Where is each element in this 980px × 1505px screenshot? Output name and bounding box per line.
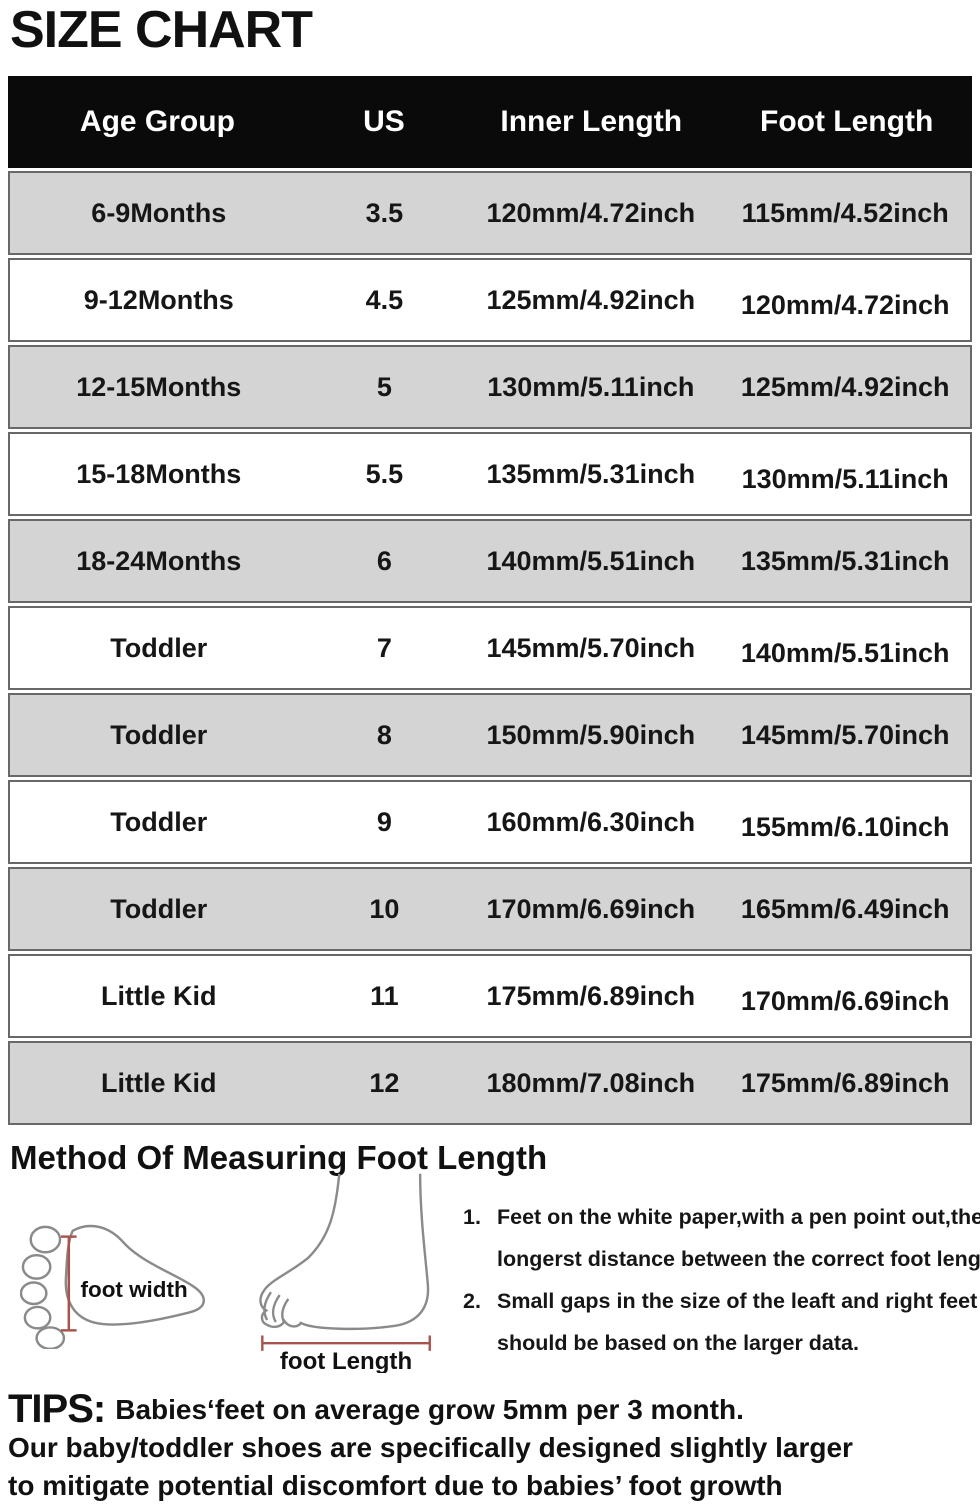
header-us-size: US	[363, 105, 405, 138]
foot-sole-outline	[64, 1224, 205, 1326]
cell-us-size: 4.5	[365, 284, 404, 315]
cell-us-size: 5.5	[365, 458, 404, 489]
header-age-group: Age Group	[79, 105, 235, 138]
table-row: 9-12Months 4.5 125mm/4.92inch 120mm/4.72inc…	[8, 258, 972, 342]
instruction-2-text: Small gaps in the size of the leaft and …	[497, 1289, 978, 1313]
cell-age-group: Toddler	[110, 632, 208, 663]
foot-top-view-diagram: foot width	[19, 1217, 225, 1354]
foot-width-label: foot width	[81, 1277, 188, 1302]
cell-inner-length: 150mm/5.90inch	[486, 719, 696, 750]
cell-inner-length: 120mm/4.72inch	[486, 197, 696, 228]
cell-age-group: 6-9Months	[91, 197, 227, 228]
table-row: Toddler 9 160mm/6.30inch 155mm/6.10inch	[8, 780, 972, 864]
cell-inner-length: 160mm/6.30inch	[486, 806, 696, 837]
cell-inner-length: 180mm/7.08inch	[486, 1067, 696, 1098]
tips-line-2: Our baby/toddler shoes are specifically …	[8, 1432, 853, 1463]
cell-inner-length: 170mm/6.69inch	[486, 893, 696, 924]
cell-inner-length: 140mm/5.51inch	[486, 545, 696, 576]
cell-age-group: 15-18Months	[76, 458, 242, 489]
cell-us-size: 7	[376, 632, 392, 663]
foot-sole-illustration: foot width	[19, 1224, 205, 1351]
cell-foot-length: 175mm/6.89inch	[740, 1067, 950, 1098]
cell-us-size: 3.5	[365, 197, 404, 228]
cell-foot-length: 120mm/4.72inch	[740, 289, 950, 320]
method-heading: Method Of Measuring Foot Length	[10, 1139, 548, 1176]
foot-side-outline	[259, 1173, 430, 1331]
table-row: Little Kid 12 180mm/7.08inch 175mm/6.89inch	[8, 1041, 972, 1125]
toe-icon	[35, 1326, 66, 1351]
cell-foot-length: 135mm/5.31inch	[740, 545, 950, 576]
table-row: Toddler 8 150mm/5.90inch 145mm/5.70inch	[8, 693, 972, 777]
cell-foot-length: 145mm/5.70inch	[740, 719, 950, 750]
cell-foot-length: 155mm/6.10inch	[740, 811, 950, 842]
foot-length-label: foot Length	[280, 1348, 412, 1373]
instruction-2-number: 2.	[463, 1289, 481, 1313]
cell-age-group: Toddler	[110, 719, 208, 750]
cell-inner-length: 145mm/5.70inch	[486, 632, 696, 663]
table-row: Toddler 10 170mm/6.69inch 165mm/6.49inch	[8, 867, 972, 951]
toe-icon	[19, 1281, 48, 1306]
cell-us-size: 9	[376, 806, 392, 837]
cell-foot-length: 130mm/5.11inch	[741, 463, 949, 494]
cell-foot-length: 165mm/6.49inch	[740, 893, 950, 924]
cell-us-size: 12	[369, 1067, 400, 1098]
instruction-1-line-1: 1. Feet on the white paper,with a pen po…	[463, 1196, 980, 1238]
page-title: SIZE CHART	[10, 1, 313, 59]
cell-inner-length: 130mm/5.11inch	[487, 371, 695, 402]
cell-age-group: Toddler	[110, 893, 208, 924]
table-row: Little Kid 11 175mm/6.89inch 170mm/6.69inch	[8, 954, 972, 1038]
cell-age-group: 12-15Months	[76, 371, 242, 402]
instruction-1-line-2: longerst distance between the correct fo…	[497, 1247, 980, 1271]
foot-length-measure-line	[261, 1335, 431, 1351]
cell-inner-length: 125mm/4.92inch	[486, 284, 696, 315]
table-row: 12-15Months 5 130mm/5.11inch 125mm/4.92inch	[8, 345, 972, 429]
cell-us-size: 8	[376, 719, 392, 750]
cell-foot-length: 170mm/6.69inch	[740, 985, 950, 1016]
size-table-body: 6-9Months 3.5 120mm/4.72inch 115mm/4.52inch…	[8, 171, 972, 1125]
instruction-2-line-1: 2. Small gaps in the size of the leaft a…	[463, 1280, 980, 1322]
cell-foot-length: 140mm/5.51inch	[740, 637, 950, 668]
tips-line-3: to mitigate potential discomfort due to …	[8, 1470, 783, 1501]
foot-side-view-diagram: foot Length	[241, 1169, 453, 1378]
cell-age-group: Little Kid	[101, 1067, 217, 1098]
cell-age-group: 9-12Months	[83, 284, 234, 315]
table-row: Toddler 7 145mm/5.70inch 140mm/5.51inch	[8, 606, 972, 690]
tips-intro-text: Babies‘feet on average grow 5mm per 3 mo…	[115, 1394, 744, 1425]
toe-hatch-lines	[263, 1291, 290, 1324]
foot-width-measure-line	[61, 1235, 77, 1332]
foot-side-illustration: foot Length	[259, 1173, 431, 1375]
measuring-instructions: 1. Feet on the white paper,with a pen po…	[453, 1182, 980, 1364]
toe-icon	[23, 1305, 52, 1330]
instruction-1-number: 1.	[463, 1205, 481, 1229]
table-row: 6-9Months 3.5 120mm/4.72inch 115mm/4.52inch	[8, 171, 972, 255]
cell-age-group: Toddler	[110, 806, 208, 837]
tips-line-1: TIPS: Babies‘feet on average grow 5mm per…	[8, 1387, 970, 1431]
cell-us-size: 5	[376, 371, 392, 402]
cell-inner-length: 175mm/6.89inch	[486, 980, 696, 1011]
cell-foot-length: 125mm/4.92inch	[740, 371, 950, 402]
cell-age-group: Little Kid	[101, 980, 217, 1011]
instruction-2-line-2: should be based on the larger data.	[497, 1331, 859, 1355]
table-header-row: Age Group US Inner Length Foot Length	[8, 76, 972, 168]
tips-section: TIPS: Babies‘feet on average grow 5mm per…	[8, 1387, 970, 1505]
measuring-section: foot width foot Length 1. Feet on the wh…	[0, 1173, 980, 1382]
toe-icon	[29, 1225, 62, 1254]
cell-us-size: 10	[369, 893, 400, 924]
header-inner-length: Inner Length	[500, 105, 683, 138]
cell-inner-length: 135mm/5.31inch	[486, 458, 696, 489]
table-row: 15-18Months 5.5 135mm/5.31inch 130mm/5.11in…	[8, 432, 972, 516]
instruction-1-text: Feet on the white paper,with a pen point…	[497, 1205, 980, 1229]
size-chart-table: Age Group US Inner Length Foot Length 6-…	[8, 76, 972, 1125]
table-row: 18-24Months 6 140mm/5.51inch 135mm/5.31inch	[8, 519, 972, 603]
cell-us-size: 6	[376, 545, 392, 576]
cell-us-size: 11	[370, 980, 399, 1011]
tips-label: TIPS:	[8, 1387, 106, 1431]
cell-foot-length: 115mm/4.52inch	[741, 197, 949, 228]
header-foot-length: Foot Length	[760, 105, 934, 138]
toe-icon	[21, 1253, 52, 1280]
cell-age-group: 18-24Months	[76, 545, 242, 576]
